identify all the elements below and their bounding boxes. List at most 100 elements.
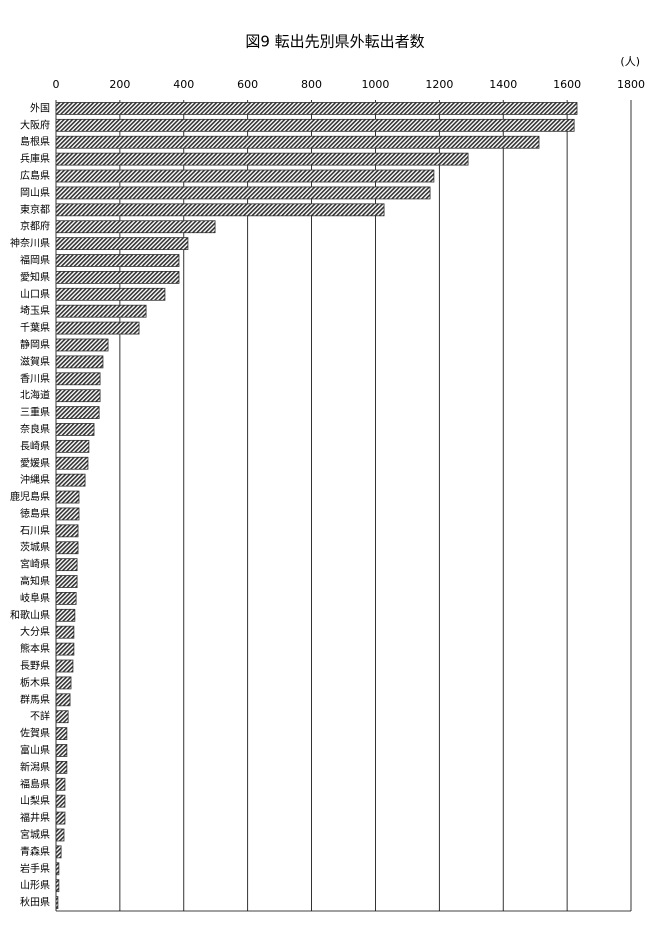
y-tick-label: 高知県 [20,575,50,588]
y-tick-label: 大分県 [20,625,50,638]
unit-label: (人) [620,55,640,68]
x-tick-label: 400 [173,78,194,91]
bar [55,169,435,183]
y-tick-label: 群馬県 [20,693,50,706]
bar [55,710,69,724]
bar [55,642,75,656]
bar [55,625,75,639]
x-tick-label: 600 [237,78,258,91]
y-tick-label: 青森県 [20,845,50,858]
bar [55,862,60,876]
bar [55,287,166,301]
y-tick-label: 島根県 [20,135,50,148]
bar [55,744,68,757]
bar [55,237,189,251]
x-tick-label: 1400 [489,78,517,91]
bar [55,456,89,470]
bar [55,828,65,842]
y-tick-label: 三重県 [20,406,50,419]
y-tick-label: 大阪府 [20,118,50,131]
y-tick-label: 佐賀県 [20,728,50,740]
y-tick-label: 滋賀県 [20,355,50,368]
bar [55,321,140,335]
bar [55,608,76,622]
bar [55,896,59,909]
y-tick-label: 茨城県 [20,541,50,554]
y-tick-label: 沖縄県 [20,473,50,486]
y-tick-label: 長崎県 [20,439,50,452]
y-tick-label: 福岡県 [20,254,50,267]
bar [55,338,109,352]
bar [55,254,180,267]
bar [55,592,77,605]
bar [55,659,74,673]
y-tick-label: 千葉県 [20,321,50,334]
y-tick-label: 秋田県 [20,896,50,909]
x-tick-label: 1000 [361,78,389,91]
bar [55,203,385,217]
y-tick-label: 静岡県 [20,338,50,351]
y-tick-label: 富山県 [20,743,50,756]
bar [55,879,60,893]
bar [55,389,101,403]
y-tick-label: 長野県 [20,660,50,672]
y-tick-label: 徳島県 [20,507,50,520]
y-tick-label: 山梨県 [20,794,50,807]
bar [55,693,71,707]
bar [55,575,78,588]
y-tick-label: 奈良県 [20,422,50,435]
y-tick-label: 石川県 [20,525,50,537]
bar [55,186,431,200]
bar [55,220,216,234]
bar [55,541,79,555]
y-tick-label: 宮城県 [20,828,50,841]
bar [55,760,68,774]
bar [55,135,540,149]
y-tick-label: 岩手県 [20,862,50,875]
bar [55,676,72,690]
y-tick-label: 和歌山県 [10,608,50,621]
bar [55,727,68,740]
bar [55,558,78,572]
y-tick-label: 宮崎県 [20,558,50,571]
y-tick-label: 山口県 [20,288,50,300]
x-tick-label: 800 [301,78,322,91]
bar [55,406,100,419]
bar [55,152,469,166]
x-tick-label: 1200 [425,78,453,91]
x-tick-label: 200 [109,78,130,91]
y-tick-label: 兵庫県 [20,152,50,165]
bar [55,490,80,504]
y-tick-label: 外国 [30,102,50,114]
y-tick-label: 愛知県 [20,270,50,283]
bar [55,304,147,318]
bar [55,372,101,386]
y-tick-label: 福井県 [20,811,50,824]
y-tick-label: 香川県 [20,373,50,385]
bar [55,118,575,132]
y-tick-label: 広島県 [20,169,50,182]
y-tick-label: 埼玉県 [20,304,50,317]
y-tick-label: 福島県 [20,777,50,790]
bar [55,794,66,808]
x-tick-label: 0 [53,78,60,91]
y-tick-label: 岡山県 [20,187,50,199]
y-tick-label: 北海道 [20,389,50,402]
bar [55,473,86,487]
y-tick-label: 鹿児島県 [10,490,50,503]
x-tick-label: 1600 [553,78,581,91]
y-tick-label: 不詳 [30,710,50,723]
bar [55,102,578,115]
bar [55,271,180,284]
y-tick-label: 神奈川県 [10,237,50,250]
y-tick-label: 熊本県 [20,642,50,655]
y-tick-label: 栃木県 [20,676,50,689]
x-tick-label: 1800 [617,78,645,91]
y-tick-label: 山形県 [20,880,50,892]
bar [55,355,104,369]
bar [55,524,79,538]
y-tick-label: 東京都 [20,203,50,216]
y-tick-label: 京都府 [20,220,50,233]
bar [55,845,62,859]
